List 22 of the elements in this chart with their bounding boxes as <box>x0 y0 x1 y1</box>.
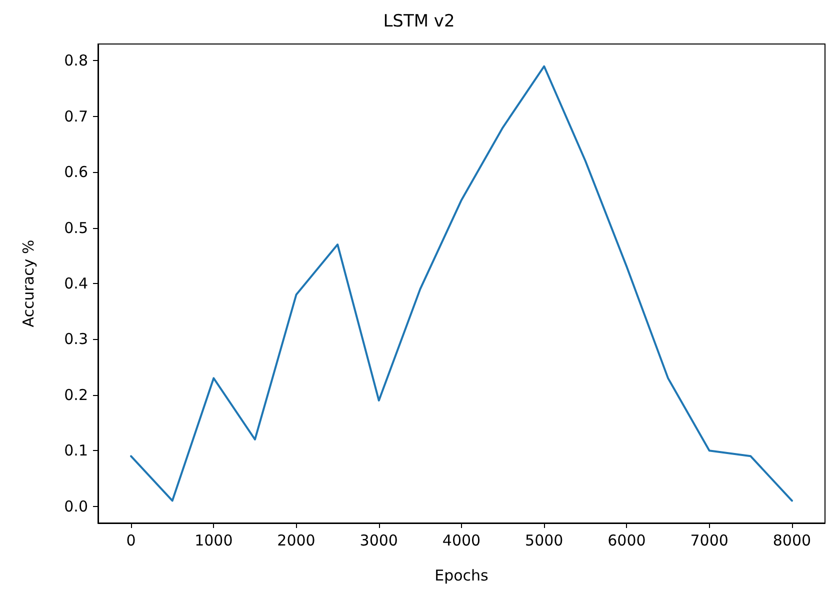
y-tick-label: 0.2 <box>64 386 88 404</box>
y-tick-label: 0.8 <box>64 52 88 70</box>
x-tick-label: 2000 <box>277 532 316 550</box>
x-tick-label: 0 <box>126 532 136 550</box>
x-tick-label: 6000 <box>608 532 646 550</box>
y-tick-label: 0.3 <box>64 330 88 348</box>
y-tick-label: 0.5 <box>64 218 88 237</box>
y-tick-label: 0.1 <box>64 442 88 460</box>
x-tick-label: 1000 <box>194 532 233 550</box>
x-tick-label: 8000 <box>772 532 812 550</box>
y-tick-label: 0.6 <box>64 163 88 182</box>
x-tick-label: 3000 <box>360 532 398 550</box>
y-tick-label: 0.7 <box>64 107 88 126</box>
x-tick-label: 7000 <box>690 532 728 550</box>
x-tick-label: 4000 <box>442 532 481 550</box>
chart-title: LSTM v2 <box>383 12 455 32</box>
y-tick-label: 0.4 <box>64 274 88 292</box>
line-series <box>130 65 793 502</box>
x-axis-title: Epochs <box>434 566 489 584</box>
y-axis-title: Accuracy % <box>20 240 38 328</box>
y-tick-label: 0.0 <box>64 497 88 516</box>
x-tick-label: 5000 <box>525 532 564 550</box>
